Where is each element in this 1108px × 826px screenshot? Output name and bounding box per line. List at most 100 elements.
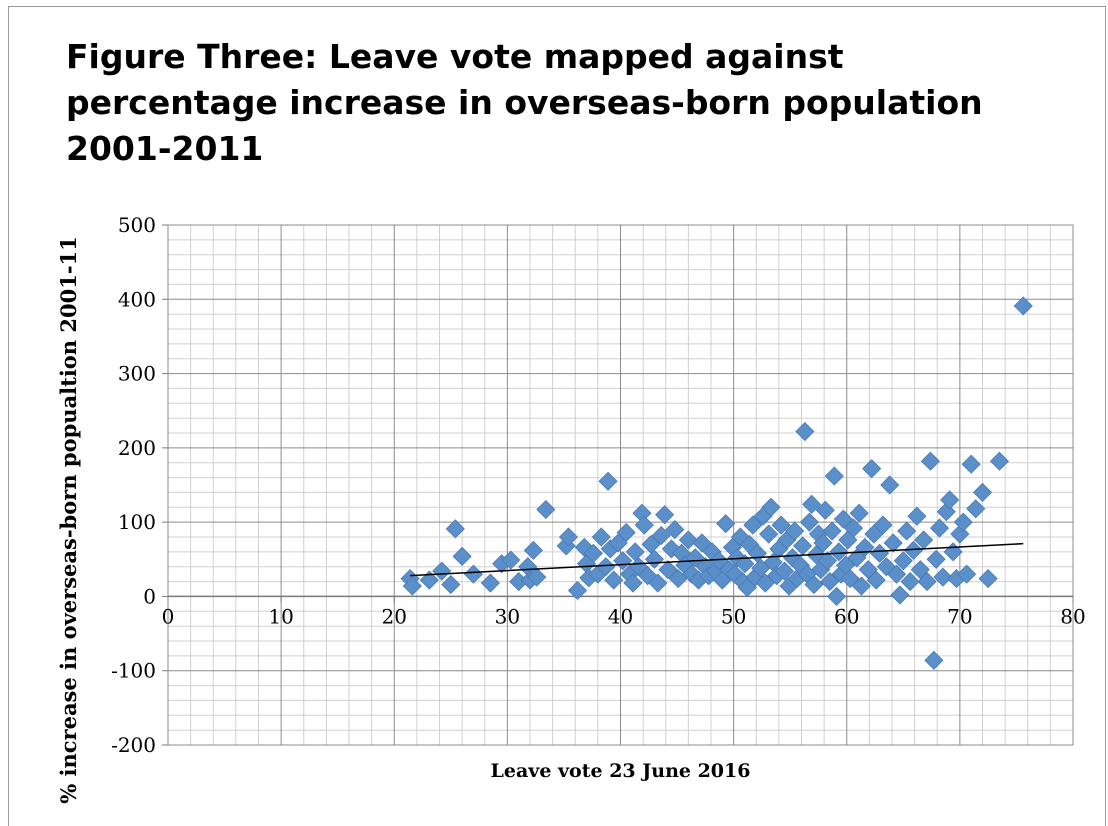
data-point <box>634 515 654 535</box>
data-point <box>591 527 611 547</box>
axes <box>162 224 1074 746</box>
data-point <box>743 515 763 535</box>
data-point <box>480 573 500 593</box>
x-axis-label: Leave vote 23 June 2016 <box>491 760 751 782</box>
data-point <box>900 572 920 592</box>
data-point <box>920 451 941 471</box>
data-point <box>978 569 998 589</box>
chart-title: Figure Three: Leave vote mapped against … <box>66 37 983 168</box>
data-point <box>501 550 521 570</box>
data-point <box>843 518 864 538</box>
data-point <box>820 572 840 592</box>
data-point <box>957 564 977 584</box>
data-point <box>761 497 781 517</box>
data-point <box>907 506 927 526</box>
data-point <box>917 572 937 592</box>
data-point <box>665 520 685 540</box>
data-point <box>771 515 791 535</box>
data-point <box>804 574 824 595</box>
y-axis-label: % increase in overseas-born popualtion 2… <box>56 236 81 804</box>
data-point <box>972 482 993 502</box>
data-point <box>829 542 849 562</box>
data-point <box>445 519 465 539</box>
data-point <box>648 573 668 593</box>
data-point <box>567 580 588 601</box>
data-point <box>824 466 844 486</box>
data-point <box>910 560 930 580</box>
data-point <box>785 521 805 541</box>
data-point <box>924 650 944 670</box>
data-point <box>651 525 671 546</box>
data-point <box>558 527 579 547</box>
data-point <box>716 514 736 534</box>
chart-frame <box>8 6 1106 826</box>
y-tick-label: 400 <box>118 287 156 311</box>
data-point <box>862 459 882 479</box>
data-point <box>402 576 422 596</box>
x-tick-label: 40 <box>608 604 633 628</box>
y-tick-label: 0 <box>143 584 156 608</box>
data-point <box>903 540 924 560</box>
data-point <box>989 451 1010 471</box>
data-point <box>880 475 900 495</box>
tick-labels: 0 10 20 30 40 50 60 70 80 500 400 300 200 100 0 -100 -20… <box>111 213 1086 757</box>
x-tick-label: 80 <box>1060 604 1085 628</box>
data-point <box>817 551 838 571</box>
data-point <box>523 540 543 560</box>
data-point <box>966 499 986 519</box>
x-tick-label: 70 <box>947 604 972 628</box>
y-tick-label: 500 <box>118 213 156 237</box>
data-point <box>886 564 907 584</box>
data-point <box>795 421 815 442</box>
data-point <box>678 530 698 550</box>
data-point <box>463 564 484 584</box>
data-point <box>616 522 636 543</box>
data-point <box>774 561 795 581</box>
trendline-line <box>410 542 1024 577</box>
data-point <box>827 586 847 606</box>
data-point <box>685 548 705 568</box>
y-tick-label: -100 <box>111 659 156 683</box>
trendline <box>410 542 1024 577</box>
x-tick-label: 20 <box>382 604 407 628</box>
data-point <box>893 551 913 571</box>
data-point <box>759 524 779 544</box>
y-tick-label: -200 <box>111 733 156 757</box>
y-tick-label: 100 <box>118 510 156 534</box>
x-tick-label: 60 <box>834 604 859 628</box>
x-tick-label: 50 <box>721 604 746 628</box>
data-point <box>658 560 678 580</box>
data-point <box>692 533 712 553</box>
data-point <box>709 551 729 571</box>
data-point <box>940 490 960 510</box>
data-point <box>604 570 624 590</box>
data-point <box>815 500 835 520</box>
data-point <box>536 499 556 520</box>
data-point <box>655 505 675 525</box>
data-point <box>799 512 819 532</box>
data-point <box>833 509 853 529</box>
data-point <box>452 546 472 566</box>
data-point <box>873 515 893 535</box>
y-tick-label: 300 <box>118 362 156 386</box>
data-point <box>840 569 860 589</box>
data-point <box>583 543 603 563</box>
data-point <box>1013 296 1033 316</box>
data-point <box>813 533 833 553</box>
data-point <box>933 567 953 587</box>
data-point <box>866 570 886 590</box>
x-tick-label: 0 <box>162 604 175 628</box>
data-point <box>961 454 981 474</box>
data-point <box>644 549 665 569</box>
data-point <box>755 573 775 593</box>
data-point <box>897 521 917 541</box>
data-points <box>400 296 1033 670</box>
data-point <box>953 512 973 532</box>
data-point <box>929 518 950 538</box>
data-point <box>441 574 461 595</box>
data-point <box>883 533 903 553</box>
plot-border <box>167 224 1074 746</box>
data-point <box>623 573 643 593</box>
data-point <box>851 576 872 596</box>
